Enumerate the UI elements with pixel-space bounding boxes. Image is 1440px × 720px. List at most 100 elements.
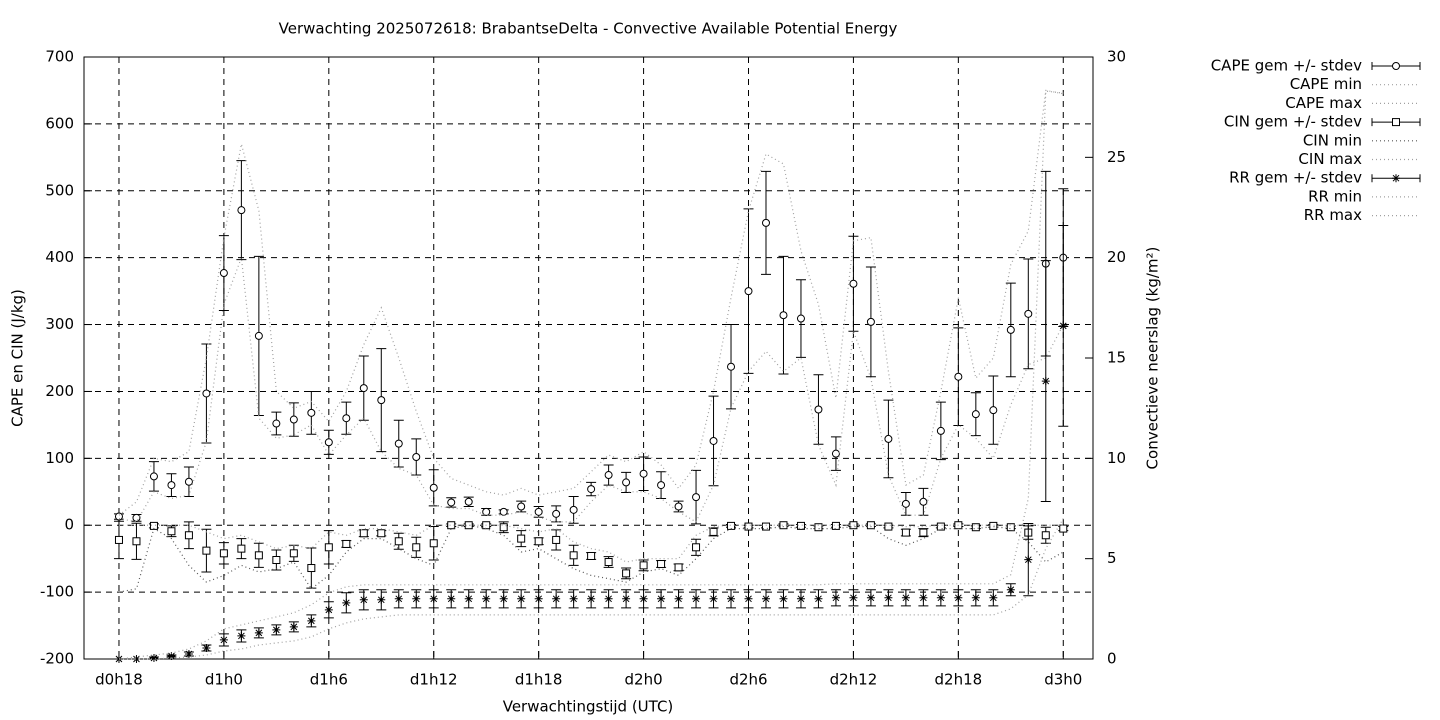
point: [866, 317, 875, 326]
point: [394, 537, 403, 546]
legend-label: RR max: [1304, 206, 1362, 224]
legend-label: CIN gem +/- stdev: [1224, 113, 1362, 131]
point: [779, 594, 788, 603]
point: [569, 551, 578, 560]
point: [709, 594, 718, 603]
x-tick-label: d0h18: [95, 671, 143, 689]
point: [447, 521, 456, 530]
legend-label: RR min: [1308, 187, 1362, 205]
point: [919, 593, 928, 602]
point: [901, 593, 910, 602]
point: [831, 521, 840, 530]
x-tick-label: d1h6: [310, 671, 348, 689]
point: [447, 594, 456, 603]
point: [1006, 523, 1015, 532]
point: [342, 539, 351, 548]
point: [936, 593, 945, 602]
point: [202, 389, 211, 398]
point: [971, 593, 980, 602]
y2-tick-label: 5: [1107, 549, 1117, 567]
point: [499, 523, 508, 532]
point: [394, 439, 403, 448]
x-tick-label: d1h12: [410, 671, 458, 689]
y-tick-label: 100: [45, 449, 74, 467]
point: [534, 507, 543, 516]
point: [744, 522, 753, 531]
y2-tick-label: 0: [1107, 650, 1117, 668]
point: [1024, 555, 1033, 564]
point: [692, 543, 701, 552]
point: [324, 438, 333, 447]
point: [814, 523, 823, 532]
y-tick-label: 300: [45, 315, 74, 333]
point: [674, 502, 683, 511]
point: [184, 477, 193, 486]
point: [814, 594, 823, 603]
point: [639, 469, 648, 478]
legend-label: CIN max: [1298, 150, 1362, 168]
point: [114, 655, 123, 663]
point: [587, 485, 596, 494]
point: [761, 594, 770, 603]
point: [919, 528, 928, 537]
point: [429, 594, 438, 603]
point: [272, 625, 281, 634]
point: [219, 549, 228, 558]
y-tick-label: 600: [45, 114, 74, 132]
point: [936, 522, 945, 531]
point: [202, 643, 211, 652]
y2-tick-label: 30: [1107, 48, 1126, 66]
point: [499, 594, 508, 603]
point: [779, 521, 788, 530]
point: [394, 594, 403, 603]
point: [954, 372, 963, 381]
range-line: [118, 89, 1064, 516]
point: [1059, 524, 1068, 533]
point: [307, 616, 316, 625]
point: [517, 502, 526, 511]
legend-label: CAPE gem +/- stdev: [1211, 57, 1362, 75]
point: [167, 651, 176, 660]
point: [377, 595, 386, 604]
point: [796, 314, 805, 323]
point: [989, 593, 998, 602]
point: [464, 497, 473, 506]
point: [971, 410, 980, 419]
point: [1392, 62, 1400, 70]
range-line: [119, 524, 1064, 563]
point: [447, 498, 456, 507]
y2-tick-label: 25: [1107, 148, 1126, 166]
point: [639, 561, 648, 570]
point: [289, 622, 298, 631]
point: [727, 521, 736, 530]
point: [254, 551, 263, 560]
point: [989, 406, 998, 415]
point: [622, 478, 631, 487]
x-tick-label: d2h0: [625, 671, 663, 689]
plot-frame: [83, 56, 1094, 660]
point: [587, 551, 596, 560]
point: [237, 631, 246, 640]
point: [569, 594, 578, 603]
x-axis-label: Verwachtingstijd (UTC): [503, 698, 674, 716]
point: [114, 535, 123, 544]
point: [622, 594, 631, 603]
point: [831, 449, 840, 458]
point: [377, 529, 386, 538]
legend-label: CIN min: [1303, 131, 1362, 149]
point: [202, 546, 211, 555]
point: [534, 537, 543, 546]
point: [884, 434, 893, 443]
point: [132, 513, 141, 522]
point: [657, 481, 666, 490]
y-tick-label: 700: [45, 48, 74, 66]
point: [849, 279, 858, 288]
point: [167, 481, 176, 490]
x-tick-label: d2h6: [729, 671, 767, 689]
legend-label: CAPE min: [1290, 75, 1362, 93]
point: [254, 331, 263, 340]
point: [254, 628, 263, 637]
point: [1392, 174, 1400, 183]
point: [219, 635, 228, 644]
